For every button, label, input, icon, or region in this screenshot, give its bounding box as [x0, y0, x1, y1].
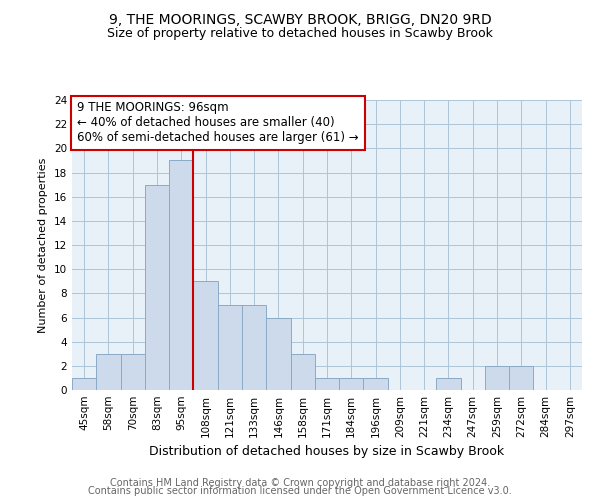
Bar	[169, 160, 193, 390]
Text: Contains public sector information licensed under the Open Government Licence v3: Contains public sector information licen…	[88, 486, 512, 496]
Bar	[96, 354, 121, 390]
Bar	[145, 184, 169, 390]
Bar	[193, 281, 218, 390]
Bar	[242, 306, 266, 390]
Text: 9 THE MOORINGS: 96sqm
← 40% of detached houses are smaller (40)
60% of semi-deta: 9 THE MOORINGS: 96sqm ← 40% of detached …	[77, 102, 359, 144]
Text: Contains HM Land Registry data © Crown copyright and database right 2024.: Contains HM Land Registry data © Crown c…	[110, 478, 490, 488]
Bar	[290, 354, 315, 390]
Bar	[436, 378, 461, 390]
Bar	[339, 378, 364, 390]
Text: Size of property relative to detached houses in Scawby Brook: Size of property relative to detached ho…	[107, 28, 493, 40]
Y-axis label: Number of detached properties: Number of detached properties	[38, 158, 49, 332]
Text: 9, THE MOORINGS, SCAWBY BROOK, BRIGG, DN20 9RD: 9, THE MOORINGS, SCAWBY BROOK, BRIGG, DN…	[109, 12, 491, 26]
X-axis label: Distribution of detached houses by size in Scawby Brook: Distribution of detached houses by size …	[149, 446, 505, 458]
Bar	[266, 318, 290, 390]
Bar	[509, 366, 533, 390]
Bar	[485, 366, 509, 390]
Bar	[218, 306, 242, 390]
Bar	[364, 378, 388, 390]
Bar	[121, 354, 145, 390]
Bar	[315, 378, 339, 390]
Bar	[72, 378, 96, 390]
